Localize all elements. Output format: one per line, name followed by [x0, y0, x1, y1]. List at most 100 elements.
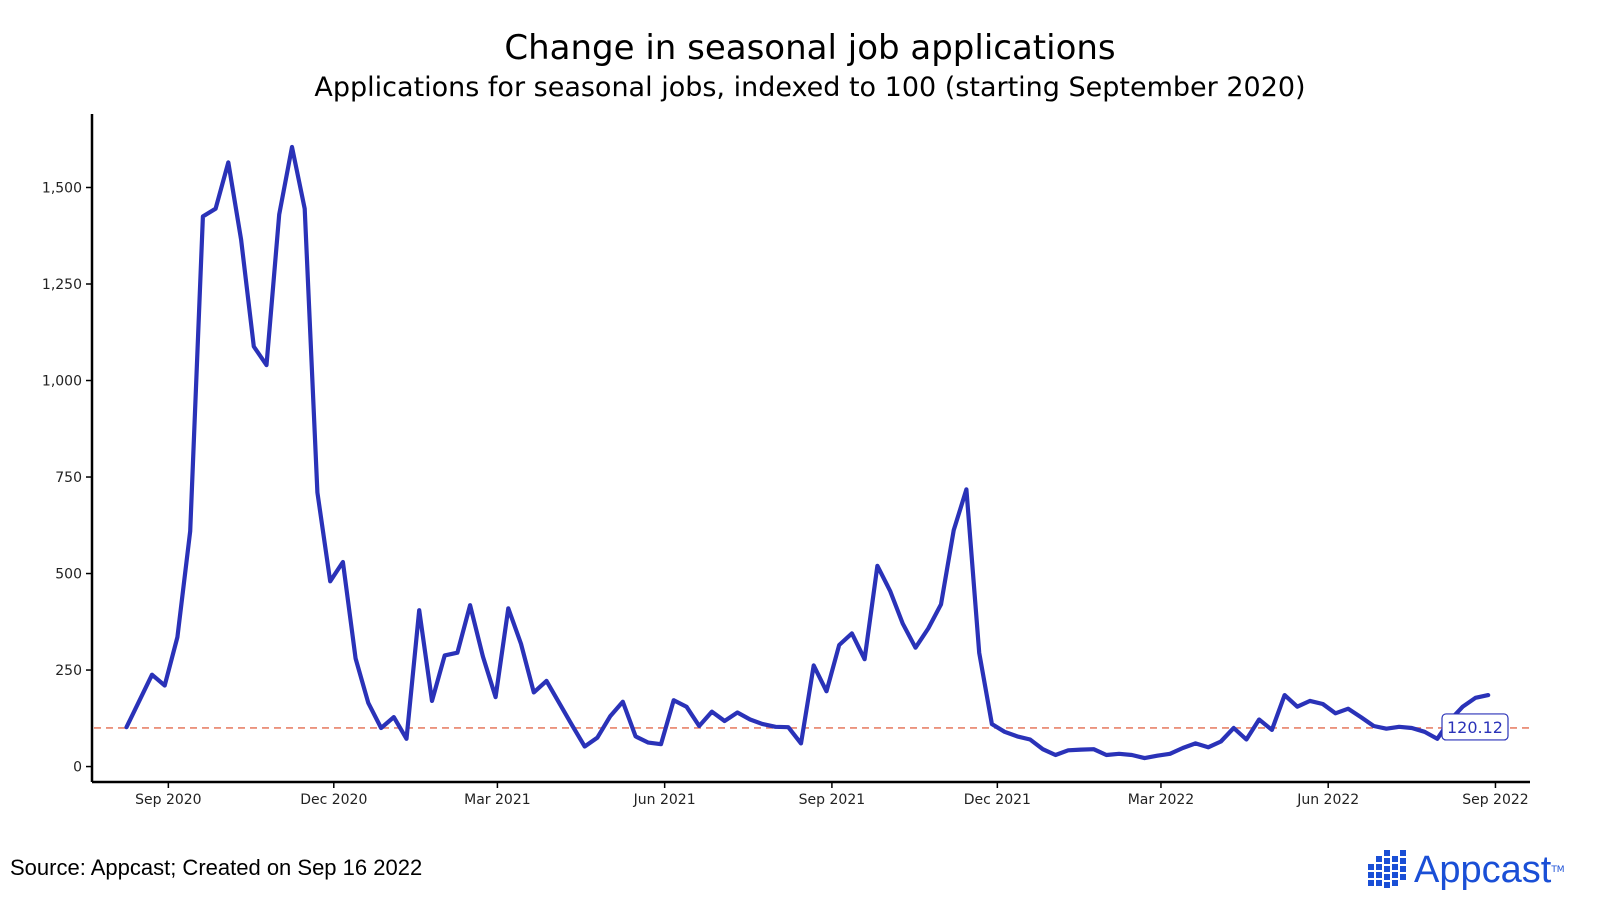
data-point: [1155, 754, 1159, 758]
chart-subtitle: Applications for seasonal jobs, indexed …: [314, 72, 1306, 103]
data-point: [1168, 752, 1172, 756]
end-value-label: 120.12: [1447, 718, 1503, 737]
data-point: [1461, 705, 1465, 709]
data-point: [748, 717, 752, 721]
data-point: [583, 744, 587, 748]
data-point: [226, 160, 230, 164]
data-point: [405, 737, 409, 741]
data-point: [1435, 737, 1439, 741]
data-point: [532, 690, 536, 694]
data-point: [824, 689, 828, 693]
data-point: [1193, 741, 1197, 745]
data-point: [1219, 739, 1223, 743]
y-tick-label: 1,000: [42, 374, 82, 390]
data-point: [252, 345, 256, 349]
data-point: [1473, 696, 1477, 700]
x-tick-label: Jun 2021: [633, 792, 696, 808]
data-point: [1003, 730, 1007, 734]
data-point: [1181, 746, 1185, 750]
data-point: [952, 528, 956, 532]
data-point: [863, 657, 867, 661]
data-point: [188, 529, 192, 533]
data-point: [1257, 717, 1261, 721]
data-point: [239, 238, 243, 242]
data-point: [290, 145, 294, 149]
data-point: [1423, 730, 1427, 734]
data-point: [506, 606, 510, 610]
data-point: [1244, 738, 1248, 742]
data-point: [366, 701, 370, 705]
data-point: [774, 725, 778, 729]
data-point: [544, 679, 548, 683]
data-point: [977, 651, 981, 655]
data-point: [481, 655, 485, 659]
data-point: [201, 214, 205, 218]
data-point: [684, 705, 688, 709]
data-point: [1333, 711, 1337, 715]
logo-text: Appcast: [1414, 848, 1552, 891]
data-point: [1321, 702, 1325, 706]
data-point: [1270, 728, 1274, 732]
end-value-box: [1441, 713, 1509, 741]
data-point: [875, 564, 879, 568]
data-point: [1232, 726, 1236, 730]
data-point: [659, 742, 663, 746]
data-point: [150, 673, 154, 677]
data-point: [125, 725, 129, 729]
data-point: [1384, 727, 1388, 731]
y-tick-label: 0: [73, 760, 82, 776]
data-point: [901, 622, 905, 626]
x-tick-label: Sep 2020: [135, 792, 201, 808]
data-point: [341, 560, 345, 564]
data-point: [277, 213, 281, 217]
data-point: [1041, 747, 1045, 751]
y-tick-label: 250: [55, 663, 82, 679]
x-tick-label: Sep 2022: [1462, 792, 1528, 808]
data-point: [812, 663, 816, 667]
data-point: [443, 653, 447, 657]
data-point: [430, 699, 434, 703]
data-point: [914, 646, 918, 650]
y-tick-label: 1,500: [42, 180, 82, 196]
y-tick-label: 750: [55, 470, 82, 486]
data-point: [328, 579, 332, 583]
data-point: [265, 363, 269, 367]
data-point: [1206, 745, 1210, 749]
data-point: [557, 701, 561, 705]
data-point: [634, 734, 638, 738]
series-group: [124, 144, 1491, 761]
data-point: [672, 698, 676, 702]
series-line: [124, 144, 1491, 761]
data-point: [1028, 738, 1032, 742]
data-point: [519, 642, 523, 646]
data-point: [354, 656, 358, 660]
data-point: [1092, 747, 1096, 751]
data-point: [1397, 725, 1401, 729]
appcast-logo: Appcast TM: [1368, 846, 1565, 894]
data-point: [837, 643, 841, 647]
x-tick-label: Mar 2021: [464, 792, 531, 808]
data-point: [964, 487, 968, 491]
data-point: [1410, 726, 1414, 730]
data-point: [761, 722, 765, 726]
data-point: [392, 715, 396, 719]
data-point: [468, 603, 472, 607]
data-point: [303, 207, 307, 211]
y-tick-label: 1,250: [42, 277, 82, 293]
data-point: [1104, 753, 1108, 757]
data-point: [608, 714, 612, 718]
data-point: [799, 741, 803, 745]
data-point: [1054, 753, 1058, 757]
data-point: [1117, 752, 1121, 756]
data-point: [888, 589, 892, 593]
data-point: [1372, 724, 1376, 728]
data-point: [939, 602, 943, 606]
data-point: [379, 726, 383, 730]
data-point: [786, 725, 790, 729]
x-tick-label: Sep 2021: [799, 792, 865, 808]
x-tick-label: Dec 2021: [964, 792, 1031, 808]
data-point: [1295, 705, 1299, 709]
point-marks-group: [125, 145, 1491, 760]
logo-trademark: TM: [1551, 865, 1565, 875]
